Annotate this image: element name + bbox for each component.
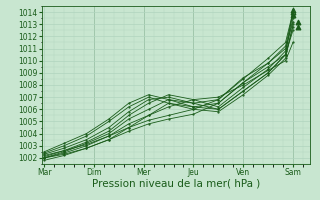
- X-axis label: Pression niveau de la mer( hPa ): Pression niveau de la mer( hPa ): [92, 179, 260, 189]
